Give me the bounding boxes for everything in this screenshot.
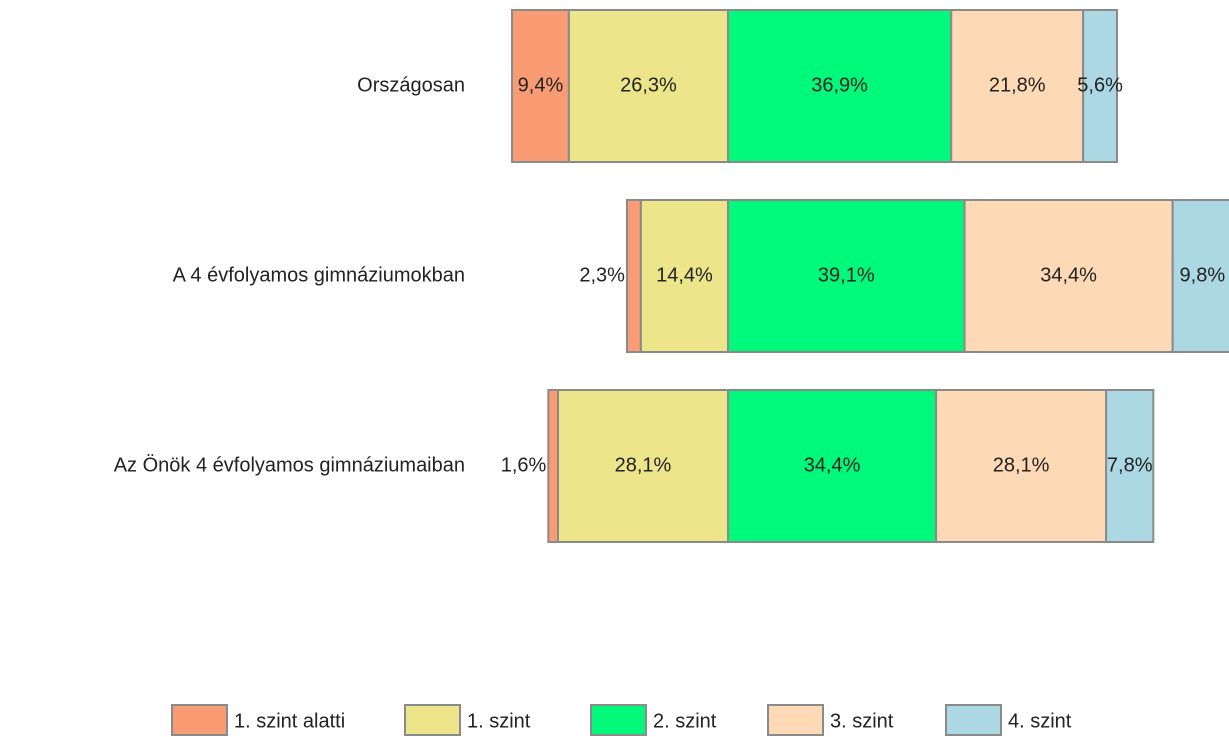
value-label: 5,6%: [1077, 74, 1123, 96]
value-label: 9,4%: [518, 74, 564, 96]
bar-segment: [727, 389, 938, 543]
bar-segment: [547, 389, 559, 543]
value-label: 28,1%: [993, 454, 1050, 476]
bar-segment: [950, 9, 1085, 163]
bar-segment: [639, 199, 730, 353]
legend-swatch: [590, 704, 647, 736]
legend-label: 3. szint: [830, 710, 894, 732]
bar-segment: [727, 199, 966, 353]
bar-segment: [511, 9, 570, 163]
category-label: Az Önök 4 évfolyamos gimnáziumaiban: [114, 454, 465, 476]
bar-segment: [963, 199, 1174, 353]
value-label: 36,9%: [811, 74, 868, 96]
bar-segment: [1105, 389, 1155, 543]
legend-label: 1. szint: [467, 710, 531, 732]
category-label: A 4 évfolyamos gimnáziumokban: [173, 264, 465, 286]
legend-swatch: [945, 704, 1002, 736]
value-label: 7,8%: [1107, 454, 1153, 476]
bar-segment: [625, 199, 642, 353]
value-label: 2,3%: [579, 264, 625, 286]
value-label: 28,1%: [615, 454, 672, 476]
legend-label: 1. szint alatti: [234, 710, 345, 732]
value-label: 14,4%: [656, 264, 713, 286]
category-label: Országosan: [357, 74, 465, 96]
legend-swatch: [171, 704, 228, 736]
value-label: 34,4%: [804, 454, 861, 476]
value-label: 21,8%: [989, 74, 1046, 96]
value-label: 9,8%: [1180, 264, 1226, 286]
bar-segment: [935, 389, 1108, 543]
bar-segment: [727, 9, 953, 163]
value-label: 34,4%: [1040, 264, 1097, 286]
bar-segment: [556, 389, 729, 543]
bar-segment: [1171, 199, 1229, 353]
legend-swatch: [767, 704, 824, 736]
value-label: 26,3%: [620, 74, 677, 96]
bar-segment: [567, 9, 730, 163]
legend-swatch: [404, 704, 461, 736]
legend-label: 2. szint: [653, 710, 717, 732]
legend-label: 4. szint: [1008, 710, 1072, 732]
value-label: 1,6%: [501, 454, 547, 476]
value-label: 39,1%: [818, 264, 875, 286]
bar-segment: [1082, 9, 1119, 163]
